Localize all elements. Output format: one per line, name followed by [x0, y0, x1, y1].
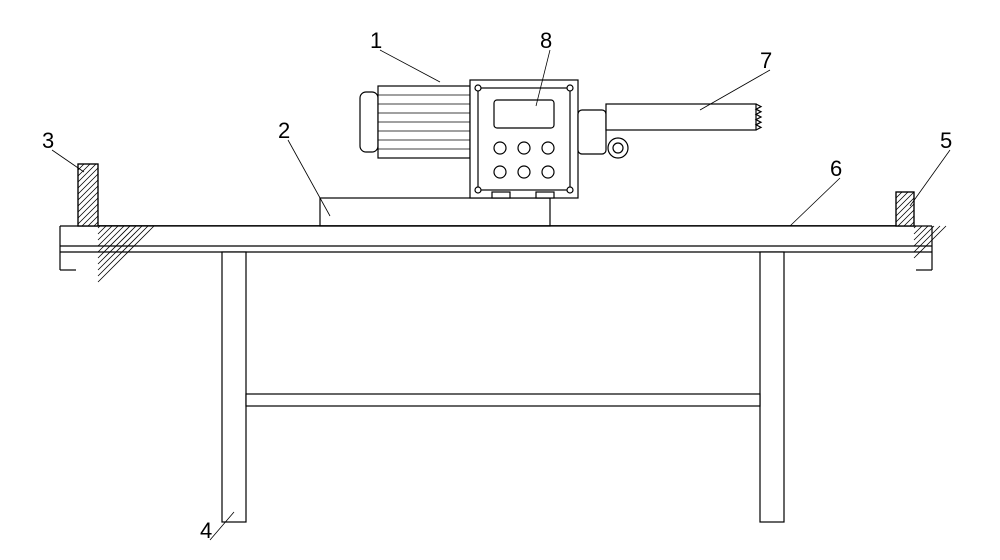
svg-text:3: 3	[42, 128, 54, 153]
svg-text:4: 4	[200, 518, 212, 543]
svg-text:8: 8	[540, 28, 552, 53]
svg-text:1: 1	[370, 28, 382, 53]
svg-text:6: 6	[830, 156, 842, 181]
svg-text:2: 2	[278, 118, 290, 143]
svg-text:7: 7	[760, 48, 772, 73]
svg-text:5: 5	[940, 128, 952, 153]
engineering-diagram: 1 2 3 4 5 6 7 8	[0, 0, 1000, 560]
